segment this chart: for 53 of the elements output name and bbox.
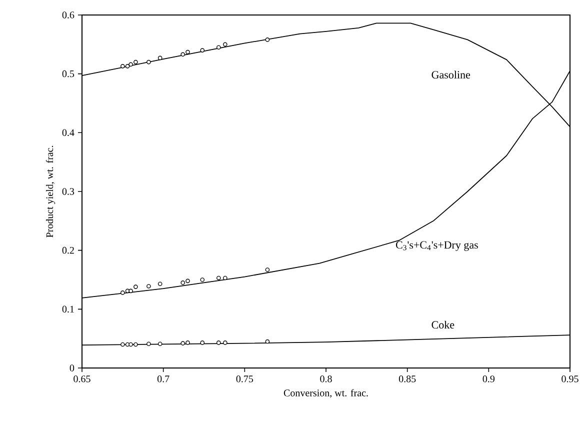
point bbox=[146, 342, 151, 346]
point bbox=[158, 282, 162, 286]
x-tick-label: 0.7 bbox=[157, 376, 170, 382]
text: Gasoline bbox=[432, 70, 470, 79]
y-tick-label: 0.5 bbox=[62, 70, 74, 78]
point bbox=[186, 278, 190, 284]
x-axis-title: Conversion, wt. frac. bbox=[284, 389, 368, 398]
point bbox=[223, 340, 228, 345]
point bbox=[120, 342, 125, 347]
point bbox=[186, 50, 190, 54]
series-label: C$_{3}$'s+C$_{4}$'s+Dry gas bbox=[396, 241, 478, 251]
point bbox=[265, 339, 270, 344]
point bbox=[180, 341, 186, 346]
point bbox=[223, 276, 228, 280]
point bbox=[158, 342, 162, 346]
y-tick-label: 0.6 bbox=[62, 12, 74, 18]
x-tick-label: 0.75 bbox=[236, 376, 254, 382]
point bbox=[265, 268, 270, 272]
point bbox=[216, 276, 221, 280]
point bbox=[120, 290, 125, 295]
point bbox=[134, 342, 138, 347]
point bbox=[216, 340, 221, 345]
point bbox=[134, 60, 138, 64]
x-tick-label: 0.8 bbox=[320, 376, 332, 382]
y-tick-label: 0 bbox=[70, 364, 74, 372]
point bbox=[134, 284, 138, 289]
y-tick-label: 0.4 bbox=[62, 129, 74, 136]
point bbox=[186, 340, 190, 345]
y-tick-label: 0.2 bbox=[62, 246, 74, 254]
point bbox=[146, 60, 151, 64]
x-tick-label: 0.95 bbox=[562, 376, 578, 382]
point bbox=[200, 340, 205, 345]
x-tick-label: 0.9 bbox=[482, 376, 495, 382]
point bbox=[120, 64, 125, 68]
y-tick-label: 0.1 bbox=[62, 306, 74, 313]
point bbox=[223, 42, 228, 47]
point bbox=[200, 48, 205, 52]
point bbox=[146, 284, 151, 288]
series-label: Coke bbox=[432, 320, 454, 329]
point bbox=[216, 45, 221, 50]
y-tick-label: 0.3 bbox=[62, 188, 74, 195]
x-tick-label: 0.85 bbox=[398, 376, 416, 382]
point bbox=[128, 62, 133, 67]
point bbox=[128, 288, 133, 294]
point bbox=[180, 52, 186, 57]
y-axis-title: Product yield, wt. frac. bbox=[46, 146, 56, 238]
x-tick-label: 0.65 bbox=[74, 376, 90, 382]
point bbox=[125, 64, 130, 68]
point bbox=[128, 342, 133, 347]
point bbox=[200, 278, 205, 282]
point bbox=[180, 280, 186, 285]
point bbox=[265, 38, 270, 42]
point bbox=[158, 56, 162, 60]
